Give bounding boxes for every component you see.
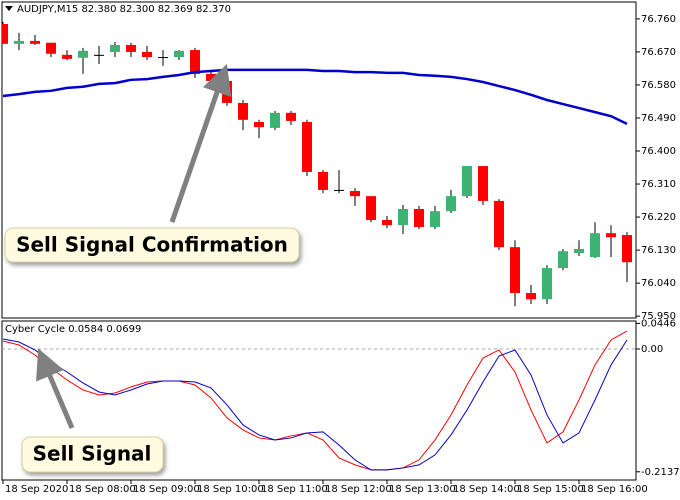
candle-body <box>158 57 168 59</box>
arrow <box>36 348 75 429</box>
x-tick-label: 18 Sep 11:00 <box>261 484 328 495</box>
candle-body <box>606 233 616 238</box>
candle-body <box>558 251 568 269</box>
candle-body <box>174 50 184 58</box>
y-tick-label: 76.580 <box>641 80 676 91</box>
candle-body <box>2 24 8 44</box>
x-tick-label: 18 Sep 13:00 <box>389 484 456 495</box>
y-tick-label: 76.220 <box>641 212 676 223</box>
candle-body <box>110 44 120 52</box>
candle-body <box>494 200 504 248</box>
candle-body <box>622 235 632 263</box>
candle-body <box>142 51 152 58</box>
candle-body <box>254 122 264 128</box>
candle-body <box>46 42 56 54</box>
price-title: AUDJPY,M15 82.380 82.300 82.369 82.370 <box>17 4 231 15</box>
candle-body <box>126 44 136 52</box>
candle-body <box>510 247 520 294</box>
candle-body <box>398 208 408 226</box>
candle-body <box>30 40 40 44</box>
candle-body <box>318 171 328 190</box>
candle-body <box>414 208 424 227</box>
annotation-box: Sell Signal Confirmation <box>4 227 300 263</box>
candle-body <box>350 191 360 197</box>
x-tick-label: 18 Sep 10:00 <box>197 484 264 495</box>
x-tick-label: 18 Sep 2020 <box>5 484 68 495</box>
y-tick-label: 76.760 <box>641 14 676 25</box>
candle-body <box>14 40 24 44</box>
y-tick-label: 76.130 <box>641 245 676 256</box>
x-tick-label: 18 Sep 09:00 <box>133 484 200 495</box>
candle-body <box>574 249 584 254</box>
candle-body <box>590 233 600 258</box>
candle-body <box>286 112 296 121</box>
candle-body <box>270 112 280 128</box>
arrow <box>169 63 232 223</box>
candle-body <box>206 73 216 81</box>
y-tick-label: -0.2137 <box>641 467 680 478</box>
candle-body <box>382 220 392 226</box>
price-panel <box>1 1 637 319</box>
x-tick-label: 18 Sep 15:00 <box>517 484 584 495</box>
candle-body <box>62 54 72 59</box>
annotation: Sell Signal Confirmation <box>16 233 288 257</box>
moving-average <box>2 68 628 125</box>
candle-body <box>334 189 344 191</box>
candle-body <box>526 293 536 300</box>
candle-body <box>222 80 232 103</box>
candle-body <box>542 268 552 300</box>
y-tick-label: 0.00 <box>641 344 663 355</box>
candle-body <box>430 211 440 227</box>
x-tick-label: 18 Sep 14:00 <box>453 484 520 495</box>
y-tick-label: 75.950 <box>641 311 676 322</box>
y-tick-label: 76.400 <box>641 146 676 157</box>
y-tick-label: 0.0446 <box>641 318 676 329</box>
indicator-line <box>2 338 628 471</box>
x-tick-label: 18 Sep 12:00 <box>325 484 392 495</box>
y-tick-label: 76.310 <box>641 179 676 190</box>
candle-body <box>190 50 200 74</box>
indicator-title: Cyber Cycle 0.0584 0.0699 <box>5 324 141 335</box>
candle-body <box>462 166 472 197</box>
y-tick-label: 76.040 <box>641 278 676 289</box>
candle-body <box>366 196 376 221</box>
candle-body <box>238 102 248 120</box>
y-tick-label: 76.490 <box>641 113 676 124</box>
candle-body <box>478 166 488 201</box>
x-tick-label: 18 Sep 16:00 <box>581 484 648 495</box>
candle-body <box>446 196 456 212</box>
candle-body <box>78 50 88 58</box>
menu-triangle[interactable] <box>5 6 13 11</box>
candle-body <box>94 54 104 56</box>
x-tick-label: 18 Sep 08:00 <box>69 484 136 495</box>
candle-body <box>302 122 312 172</box>
annotation-box: Sell Signal <box>21 436 164 473</box>
annotation: Sell Signal <box>33 442 152 466</box>
y-tick-label: 76.670 <box>641 47 676 58</box>
